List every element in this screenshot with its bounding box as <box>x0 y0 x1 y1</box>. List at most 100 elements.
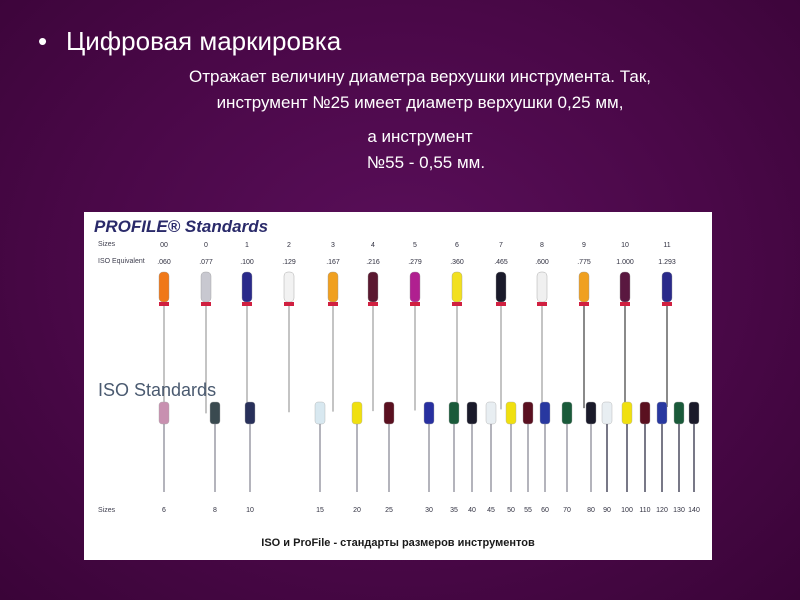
iso-instrument: 25 <box>383 401 395 514</box>
profile-iso-value: 1.293 <box>658 259 676 266</box>
paragraph-line: №55 - 0,55 мм. <box>366 153 486 172</box>
instrument-handle <box>283 271 295 303</box>
paragraph-example: а инструмент №55 - 0,55 мм. <box>80 124 760 176</box>
stopper <box>662 302 672 306</box>
instrument-handle <box>539 401 551 425</box>
iso-size-label: 140 <box>688 507 700 514</box>
stopper <box>410 302 420 306</box>
figure-canvas: PROFILE® Standards Sizes ISO Equivalent … <box>94 217 700 549</box>
iso-size-label: 35 <box>450 507 458 514</box>
profile-size-label: 10 <box>621 242 629 249</box>
iso-size-label: 70 <box>563 507 571 514</box>
profile-size-label: 7 <box>499 242 503 249</box>
profile-instrument: 8 .600 <box>535 242 549 409</box>
iso-instrument: 120 <box>656 401 668 514</box>
iso-title: ISO Standards <box>98 380 216 400</box>
instrument-handle <box>578 271 590 303</box>
paragraph-line: инструмент №25 имеет диаметр верхушки 0,… <box>216 93 624 112</box>
instrument-handle <box>621 401 633 425</box>
iso-size-label: 25 <box>385 507 393 514</box>
iso-instrument: 6 <box>158 401 170 514</box>
instrument-handle <box>495 271 507 303</box>
instrument-handle <box>314 401 326 425</box>
instrument-handle <box>585 401 597 425</box>
profile-title: PROFILE® Standards <box>94 217 268 236</box>
iso-instrument: 20 <box>351 401 363 514</box>
profile-size-label: 00 <box>160 242 168 249</box>
instrument-handle <box>448 401 460 425</box>
profile-iso-label: ISO Equivalent <box>98 258 145 265</box>
instrument-handle <box>327 271 339 303</box>
figure-caption: ISO и ProFile - стандарты размеров инстр… <box>261 537 535 549</box>
profile-iso-value: 1.000 <box>616 259 634 266</box>
profile-size-label: 4 <box>371 242 375 249</box>
profile-iso-value: .100 <box>240 259 254 266</box>
profile-iso-value: .216 <box>366 259 380 266</box>
profile-iso-value: .600 <box>535 259 549 266</box>
instrument-handle <box>158 401 170 425</box>
iso-instrument: 140 <box>688 401 700 514</box>
stopper <box>620 302 630 306</box>
iso-size-label: 120 <box>656 507 668 514</box>
iso-size-label: 10 <box>246 507 254 514</box>
profile-iso-value: .060 <box>157 259 171 266</box>
iso-instrument: 80 <box>585 401 597 514</box>
profile-iso-value: .465 <box>494 259 508 266</box>
instrument-handle <box>688 401 700 425</box>
iso-size-label: 130 <box>673 507 685 514</box>
iso-size-label: 100 <box>621 507 633 514</box>
instrument-handle <box>423 401 435 425</box>
iso-sizes-label: Sizes <box>98 507 116 514</box>
iso-instrument: 15 <box>314 401 326 514</box>
instrument-handle <box>619 271 631 303</box>
instrument-handle <box>673 401 685 425</box>
iso-size-label: 110 <box>639 507 650 514</box>
iso-size-label: 55 <box>524 507 532 514</box>
profile-iso-value: .077 <box>199 259 213 266</box>
iso-instrument: 90 <box>601 401 613 514</box>
iso-instrument: 100 <box>621 401 633 514</box>
iso-instrument: 40 <box>466 401 478 514</box>
iso-instruments: 6 8 10 15 20 25 30 35 40 45 50 55 60 70 80 90 100 110 120 1… <box>158 401 700 514</box>
stopper <box>201 302 211 306</box>
iso-instrument: 10 <box>244 401 256 514</box>
stopper <box>242 302 252 306</box>
iso-size-label: 45 <box>487 507 495 514</box>
instrument-handle <box>241 271 253 303</box>
iso-instrument: 110 <box>639 401 651 514</box>
instrument-handle <box>505 401 517 425</box>
profile-size-label: 2 <box>287 242 291 249</box>
instrument-handle <box>367 271 379 303</box>
profile-instrument: 6 .360 <box>450 242 464 410</box>
iso-instrument: 45 <box>485 401 497 514</box>
stopper <box>284 302 294 306</box>
profile-instrument: 1 .100 <box>240 242 254 413</box>
profile-size-label: 6 <box>455 242 459 249</box>
instrument-size-figure: PROFILE® Standards Sizes ISO Equivalent … <box>84 212 712 560</box>
profile-size-label: 8 <box>540 242 544 249</box>
profile-size-label: 3 <box>331 242 335 249</box>
iso-size-label: 30 <box>425 507 433 514</box>
stopper <box>328 302 338 306</box>
profile-iso-value: .129 <box>282 259 296 266</box>
iso-size-label: 20 <box>353 507 361 514</box>
profile-instrument: 7 .465 <box>494 242 508 410</box>
profile-size-label: 11 <box>663 242 670 249</box>
instrument-handle <box>209 401 221 425</box>
instrument-handle <box>451 271 463 303</box>
instrument-handle <box>244 401 256 425</box>
iso-instrument: 30 <box>423 401 435 514</box>
profile-instrument: 11 1.293 <box>658 242 676 407</box>
bullet-icon: • <box>38 26 48 56</box>
stopper <box>368 302 378 306</box>
instrument-handle <box>536 271 548 303</box>
profile-instrument: 2 .129 <box>282 242 296 413</box>
iso-size-label: 60 <box>541 507 549 514</box>
slide-title: • Цифровая маркировка <box>38 26 341 57</box>
profile-size-label: 0 <box>204 242 208 249</box>
iso-instrument: 60 <box>539 401 551 514</box>
profile-instruments: 00 .060 0 .077 1 .100 2 .129 3 .167 4 .216 5 .279 6 .36… <box>157 242 676 414</box>
iso-size-label: 8 <box>213 507 217 514</box>
profile-instrument: 5 .279 <box>408 242 422 411</box>
iso-size-label: 40 <box>468 507 476 514</box>
